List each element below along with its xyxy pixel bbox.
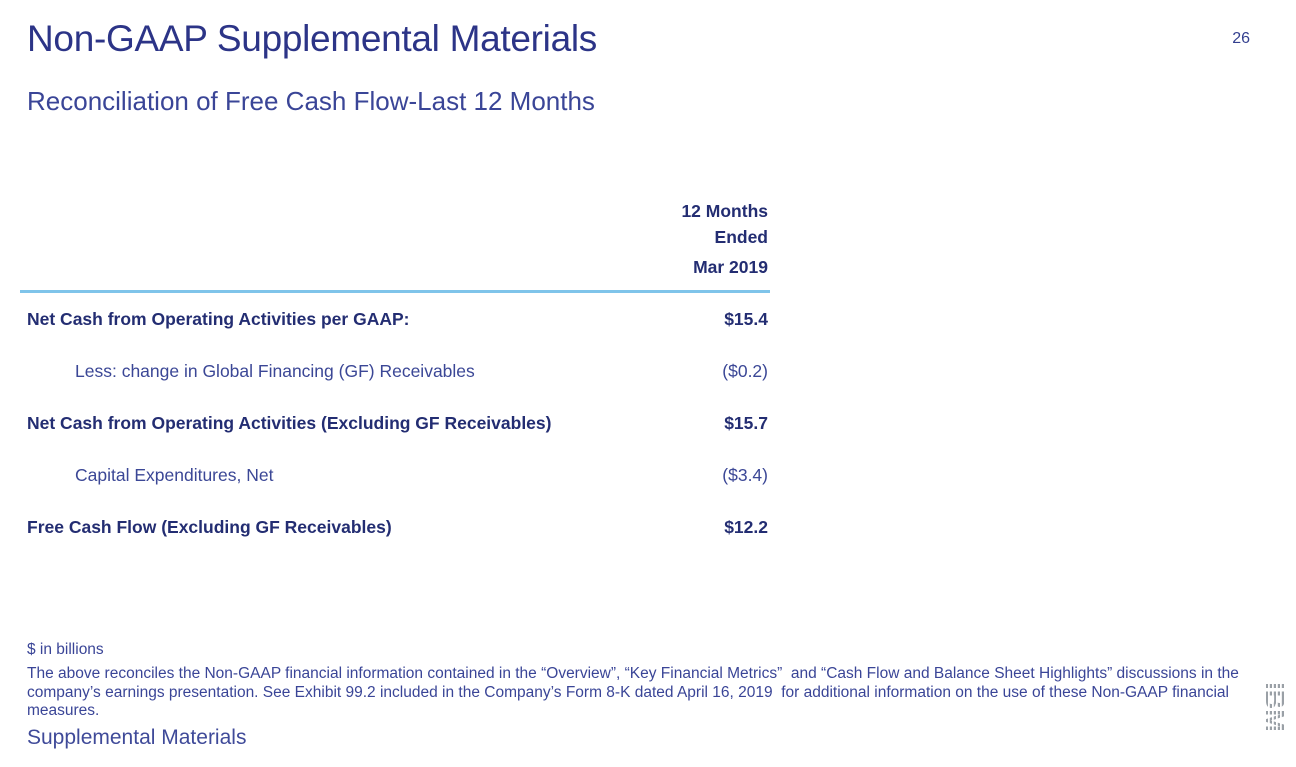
column-header-line2: Ended [714, 227, 768, 247]
row-label: Capital Expenditures, Net [75, 464, 274, 485]
row-value: $15.4 [724, 308, 768, 329]
row-value: ($3.4) [722, 464, 768, 485]
table-row: Capital Expenditures, Net ($3.4) [20, 449, 770, 501]
table-row: Net Cash from Operating Activities (Excl… [20, 397, 770, 449]
header-divider [20, 290, 770, 293]
column-header-period: 12 Months Ended [20, 198, 770, 250]
column-header-date: Mar 2019 [693, 257, 768, 277]
page-title: Non-GAAP Supplemental Materials [27, 18, 597, 59]
units-note: $ in billions [27, 641, 104, 658]
row-value: $12.2 [724, 516, 768, 537]
column-header-line1: 12 Months [681, 201, 768, 221]
ibm-logo-icon: IBM [1260, 682, 1290, 732]
disclosure-text: The above reconciles the Non-GAAP financ… [27, 665, 1244, 719]
page-number: 26 [1232, 30, 1250, 47]
row-label: Net Cash from Operating Activities (Excl… [27, 412, 552, 433]
table-row: Net Cash from Operating Activities per G… [20, 293, 770, 345]
row-label: Free Cash Flow (Excluding GF Receivables… [27, 516, 392, 537]
page-subtitle: Reconciliation of Free Cash Flow-Last 12… [27, 86, 595, 116]
table-row: Free Cash Flow (Excluding GF Receivables… [20, 501, 770, 553]
ibm-logo-letters: IBM [1260, 682, 1290, 732]
row-value: ($0.2) [722, 360, 768, 381]
row-label: Less: change in Global Financing (GF) Re… [75, 360, 475, 381]
ibm-logo: IBM [1260, 670, 1290, 744]
row-value: $15.7 [724, 412, 768, 433]
table-row: Less: change in Global Financing (GF) Re… [20, 345, 770, 397]
section-label: Supplemental Materials [27, 726, 247, 749]
row-label: Net Cash from Operating Activities per G… [27, 308, 410, 329]
reconciliation-table: 12 Months Ended Mar 2019 Net Cash from O… [20, 198, 770, 553]
